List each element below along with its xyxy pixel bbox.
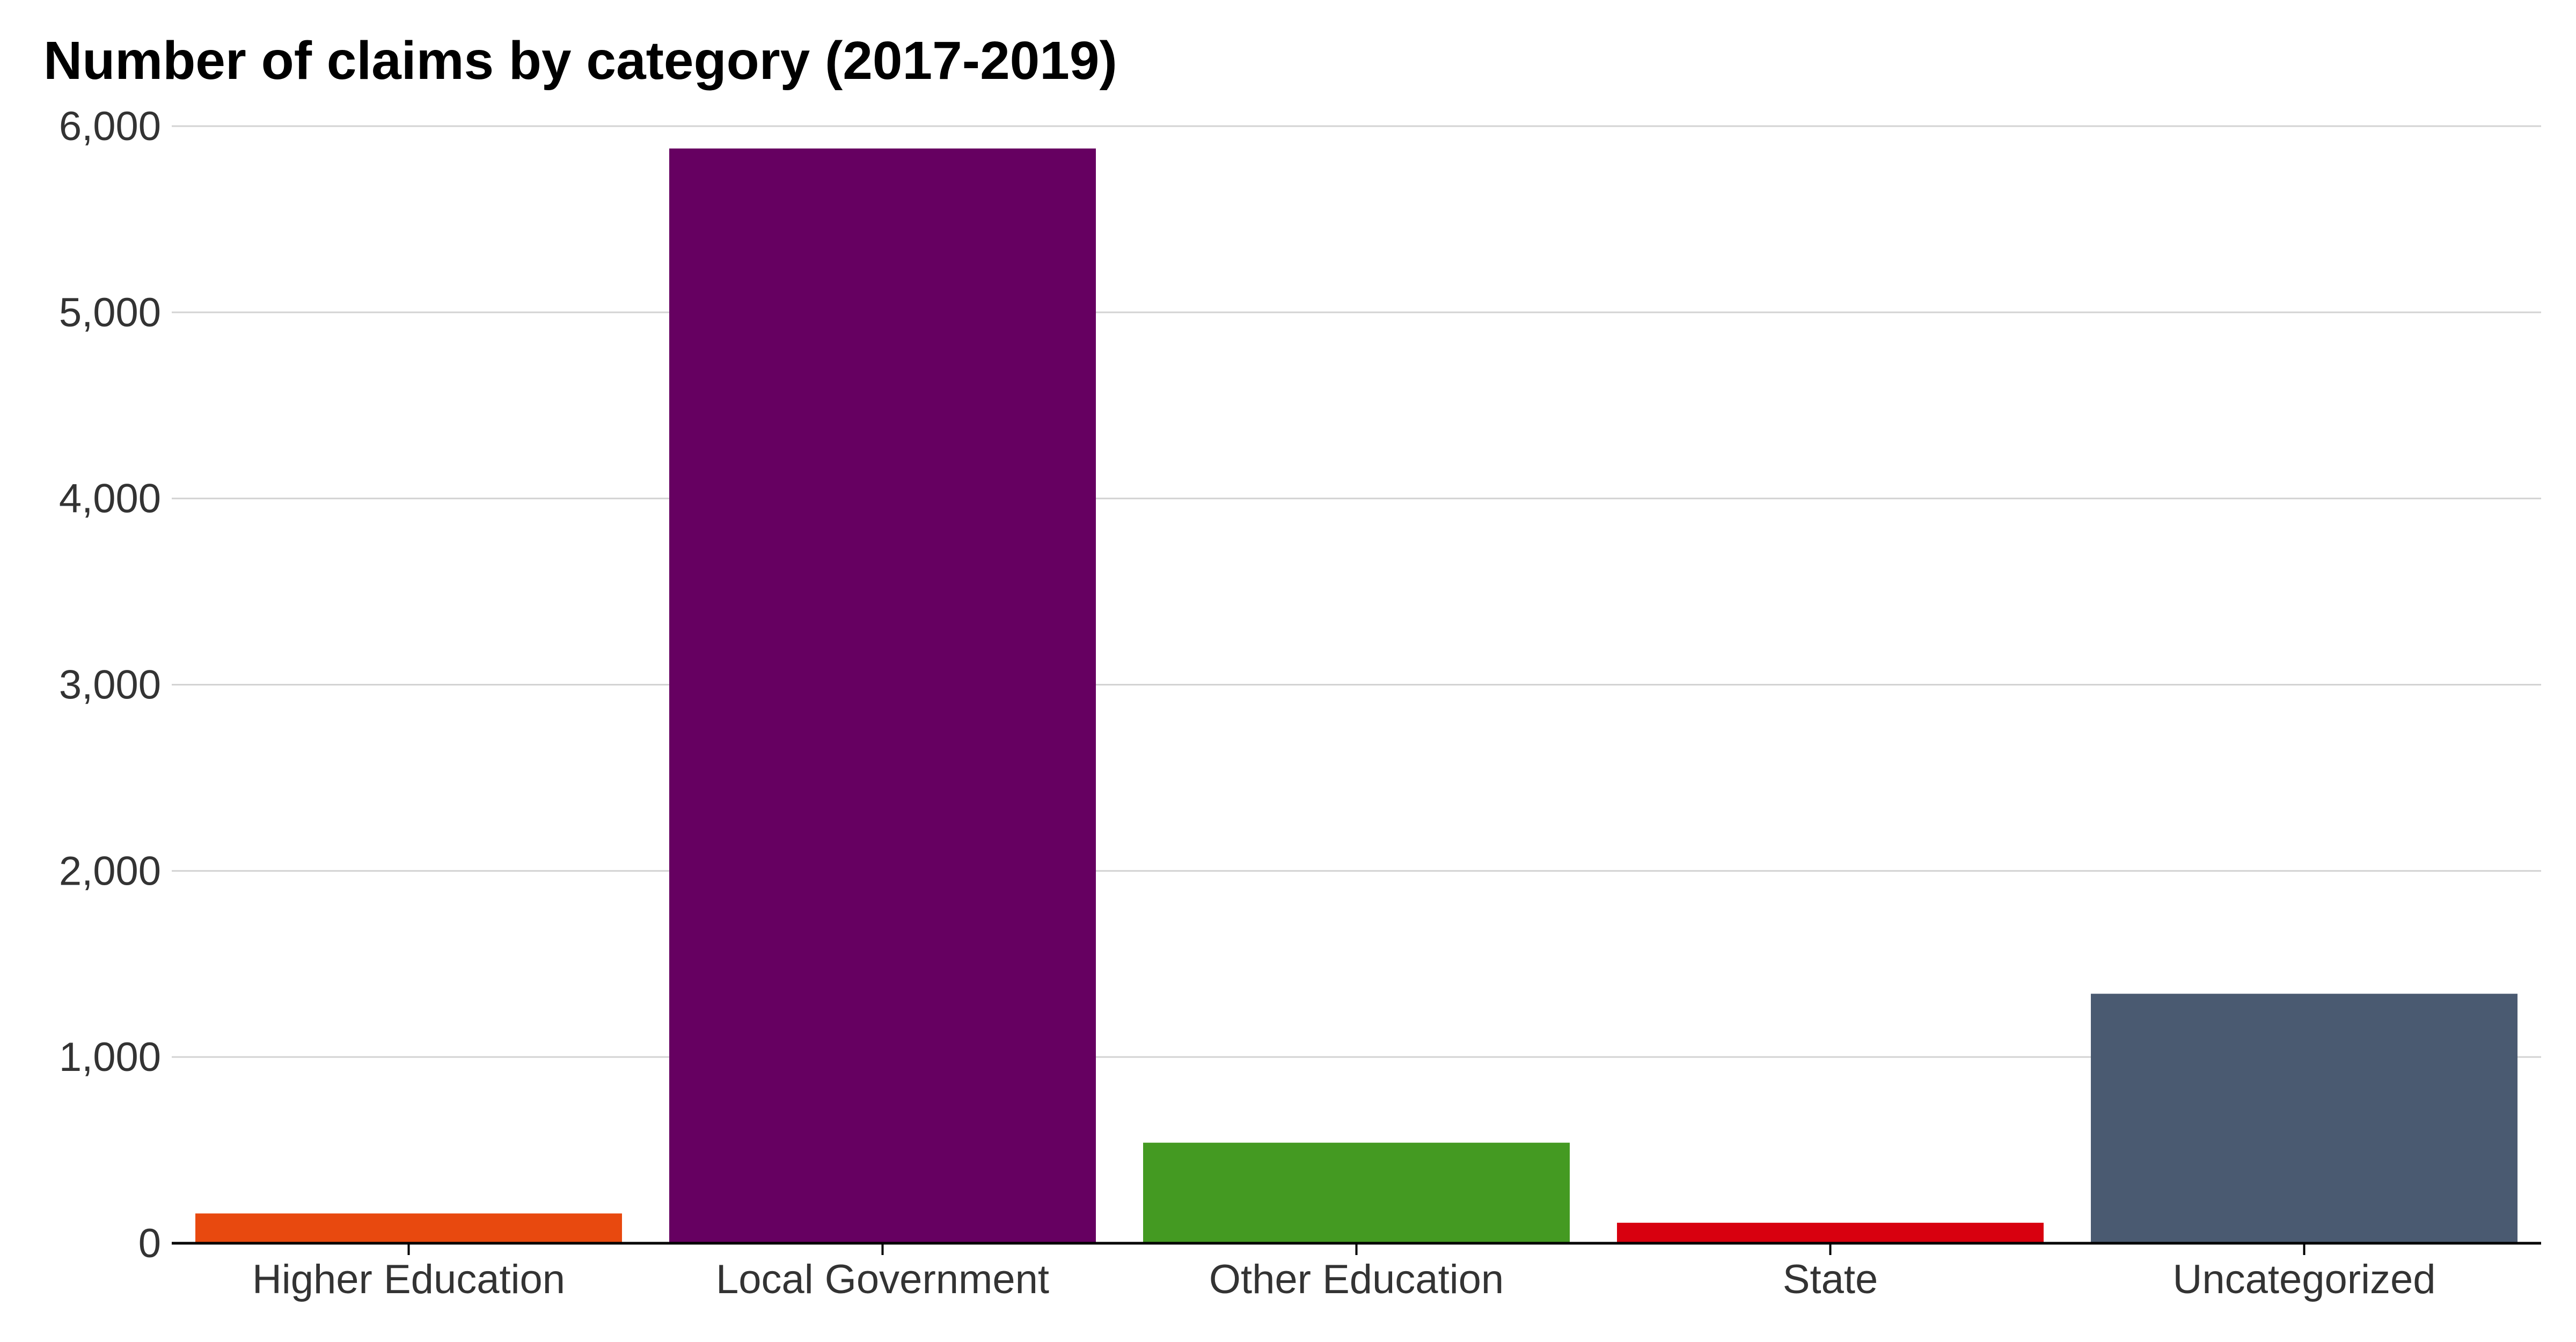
gridlines	[172, 125, 2541, 1058]
y-tick-label: 4,000	[59, 476, 161, 522]
chart-title: Number of claims by category (2017-2019)	[43, 31, 1117, 91]
bar-uncategorized	[2091, 994, 2518, 1243]
x-tick-label: State	[1783, 1257, 1878, 1302]
y-axis-ticks: 0 1,000 2,000 3,000 4,000 5,000 6,000	[59, 104, 161, 1266]
bars	[195, 148, 2518, 1243]
x-tick-label: Uncategorized	[2172, 1257, 2435, 1302]
bar-local-government	[669, 148, 1096, 1243]
y-tick-label: 1,000	[59, 1034, 161, 1080]
x-tick-label: Other Education	[1209, 1257, 1504, 1302]
y-tick-label: 3,000	[59, 662, 161, 708]
y-tick-label: 0	[138, 1221, 161, 1266]
x-tick-label: Higher Education	[252, 1257, 565, 1302]
bar-higher-education	[195, 1213, 622, 1243]
bar-other-education	[1143, 1142, 1570, 1243]
y-tick-label: 5,000	[59, 290, 161, 336]
x-tick-label: Local Government	[716, 1257, 1049, 1302]
x-axis-ticks: Higher Education Local Government Other Ed…	[252, 1243, 2436, 1302]
y-tick-label: 6,000	[59, 104, 161, 149]
bar-state	[1617, 1222, 2044, 1243]
y-tick-label: 2,000	[59, 848, 161, 894]
